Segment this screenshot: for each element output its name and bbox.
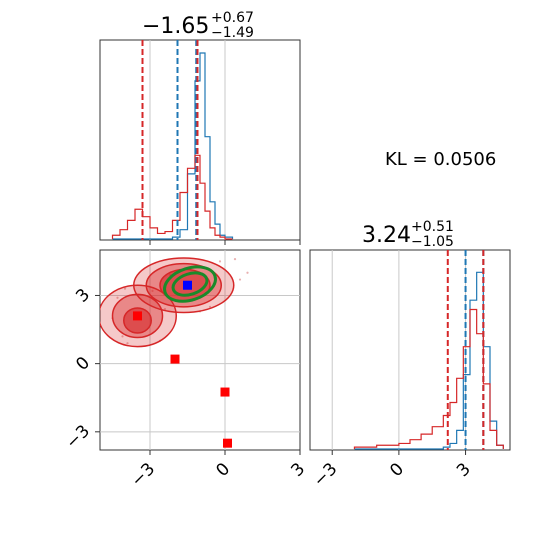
marginal-x-frame bbox=[99, 39, 301, 241]
marginal-y-hist-series-1 bbox=[353, 308, 504, 449]
joint-sample-point-4 bbox=[218, 260, 222, 263]
joint-marker-3 bbox=[220, 387, 230, 397]
joint-ytick-label-2: 3 bbox=[72, 285, 94, 307]
joint-sample-point-10 bbox=[233, 257, 237, 261]
title-y-value: 3.24 bbox=[362, 223, 411, 248]
joint-green-contour-1 bbox=[171, 271, 209, 297]
joint-ytick-label-1: 0 bbox=[72, 353, 94, 375]
joint-sample-point-0 bbox=[121, 335, 124, 338]
marginal-x-hist-series-1 bbox=[111, 154, 233, 240]
tick-labels: −3 0 3 −3 0 3−303 bbox=[62, 240, 475, 491]
title-y-sub: −1.05 bbox=[411, 234, 454, 250]
joint-marker-0 bbox=[183, 280, 192, 290]
title-x-sub: −1.49 bbox=[211, 25, 254, 41]
joint-sample-point-5 bbox=[238, 278, 242, 281]
joint-content bbox=[100, 250, 300, 450]
title-x-value: −1.65 bbox=[142, 14, 209, 39]
joint-sample-point-14 bbox=[246, 271, 249, 274]
joint-plot-area bbox=[100, 250, 300, 450]
panel-marginal-x bbox=[99, 39, 301, 241]
marginal-y-xtick-label-1: 0 bbox=[386, 459, 408, 481]
title-x-sup: +0.67 bbox=[211, 10, 254, 26]
title-y-sup: +0.51 bbox=[411, 219, 454, 235]
panel-joint bbox=[99, 249, 301, 451]
joint-xtick-label-2: 3 bbox=[287, 459, 309, 481]
marginal-y-xtick-label-0: −3 bbox=[310, 459, 342, 491]
panel-marginal-y bbox=[309, 249, 511, 451]
joint-sample-point-12 bbox=[123, 287, 127, 290]
joint-green-contour-0 bbox=[163, 265, 217, 303]
joint-marker-2 bbox=[170, 354, 180, 364]
joint-marker-4 bbox=[223, 438, 232, 448]
joint-xtick-label-1: 0 bbox=[212, 459, 234, 481]
joint-sample-point-8 bbox=[126, 342, 129, 345]
marginal-y-frame bbox=[309, 249, 511, 451]
joint-sample-point-9 bbox=[151, 289, 154, 293]
joint-sample-point-1 bbox=[116, 296, 119, 299]
joint-marker-1 bbox=[133, 311, 142, 321]
marginal-y-hist-series-0 bbox=[354, 271, 504, 450]
marginal-x-plot-area bbox=[111, 40, 234, 240]
marginal-y-xtick-label-2: 3 bbox=[453, 459, 475, 481]
joint-ytick-label-0: −3 bbox=[62, 421, 94, 453]
joint-density-region-5 bbox=[123, 307, 152, 334]
joint-sample-point-13 bbox=[163, 307, 167, 311]
joint-xtick-label-0: −3 bbox=[127, 459, 159, 491]
joint-sample-point-6 bbox=[208, 305, 212, 308]
marginal-y-plot-area bbox=[331, 250, 504, 450]
joint-frame bbox=[99, 249, 301, 451]
marginal-x-hist-series-0 bbox=[112, 52, 234, 240]
kl-annotation: KL = 0.0506 bbox=[385, 149, 496, 170]
